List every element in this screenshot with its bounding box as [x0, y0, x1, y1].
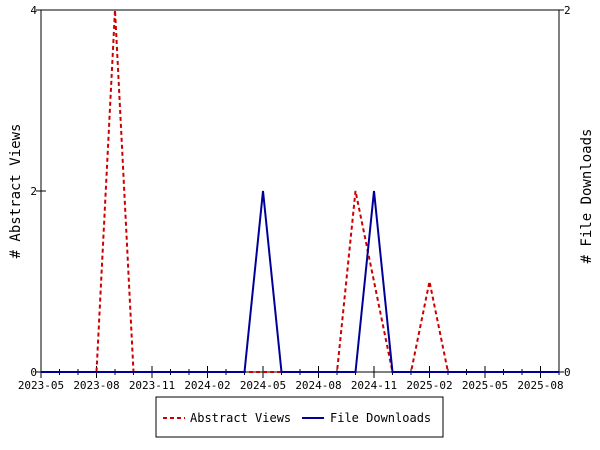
right-y-tick-label: 2 [564, 4, 571, 17]
right-y-axis-ticks: 02 [554, 4, 571, 379]
series-layer [41, 9, 559, 373]
legend-box [155, 396, 444, 438]
x-tick-label: 2024-05 [240, 379, 286, 392]
x-tick-label: 2023-05 [18, 379, 64, 392]
legend-label-1: Abstract Views [190, 411, 291, 425]
legend: Abstract Views File Downloads [155, 396, 444, 438]
x-tick-label: 2023-08 [73, 379, 119, 392]
left-y-axis-title: # Abstract Views [8, 124, 24, 259]
x-tick-label: 2023-11 [129, 379, 175, 392]
x-tick-label: 2025-08 [517, 379, 563, 392]
right-y-tick-label: 0 [564, 366, 571, 379]
x-tick-label: 2024-11 [351, 379, 397, 392]
x-tick-label: 2024-08 [295, 379, 341, 392]
x-tick-label: 2025-05 [462, 379, 508, 392]
left-y-tick-label: 4 [30, 4, 37, 17]
left-y-axis-ticks: 0 2 4 [30, 4, 46, 379]
left-y-tick-label: 2 [30, 185, 37, 198]
x-axis-ticks: 2023-05 2023-08 2023-11 2024-02 2024-05 2024-… [18, 366, 564, 392]
right-y-axis-title: # File Downloads [579, 129, 595, 264]
x-tick-label: 2024-02 [184, 379, 230, 392]
series-line-1 [41, 9, 559, 373]
left-y-tick-label: 0 [30, 366, 37, 379]
legend-label-2: File Downloads [330, 411, 431, 425]
x-tick-label: 2025-02 [406, 379, 452, 392]
series-line-2 [41, 190, 559, 373]
